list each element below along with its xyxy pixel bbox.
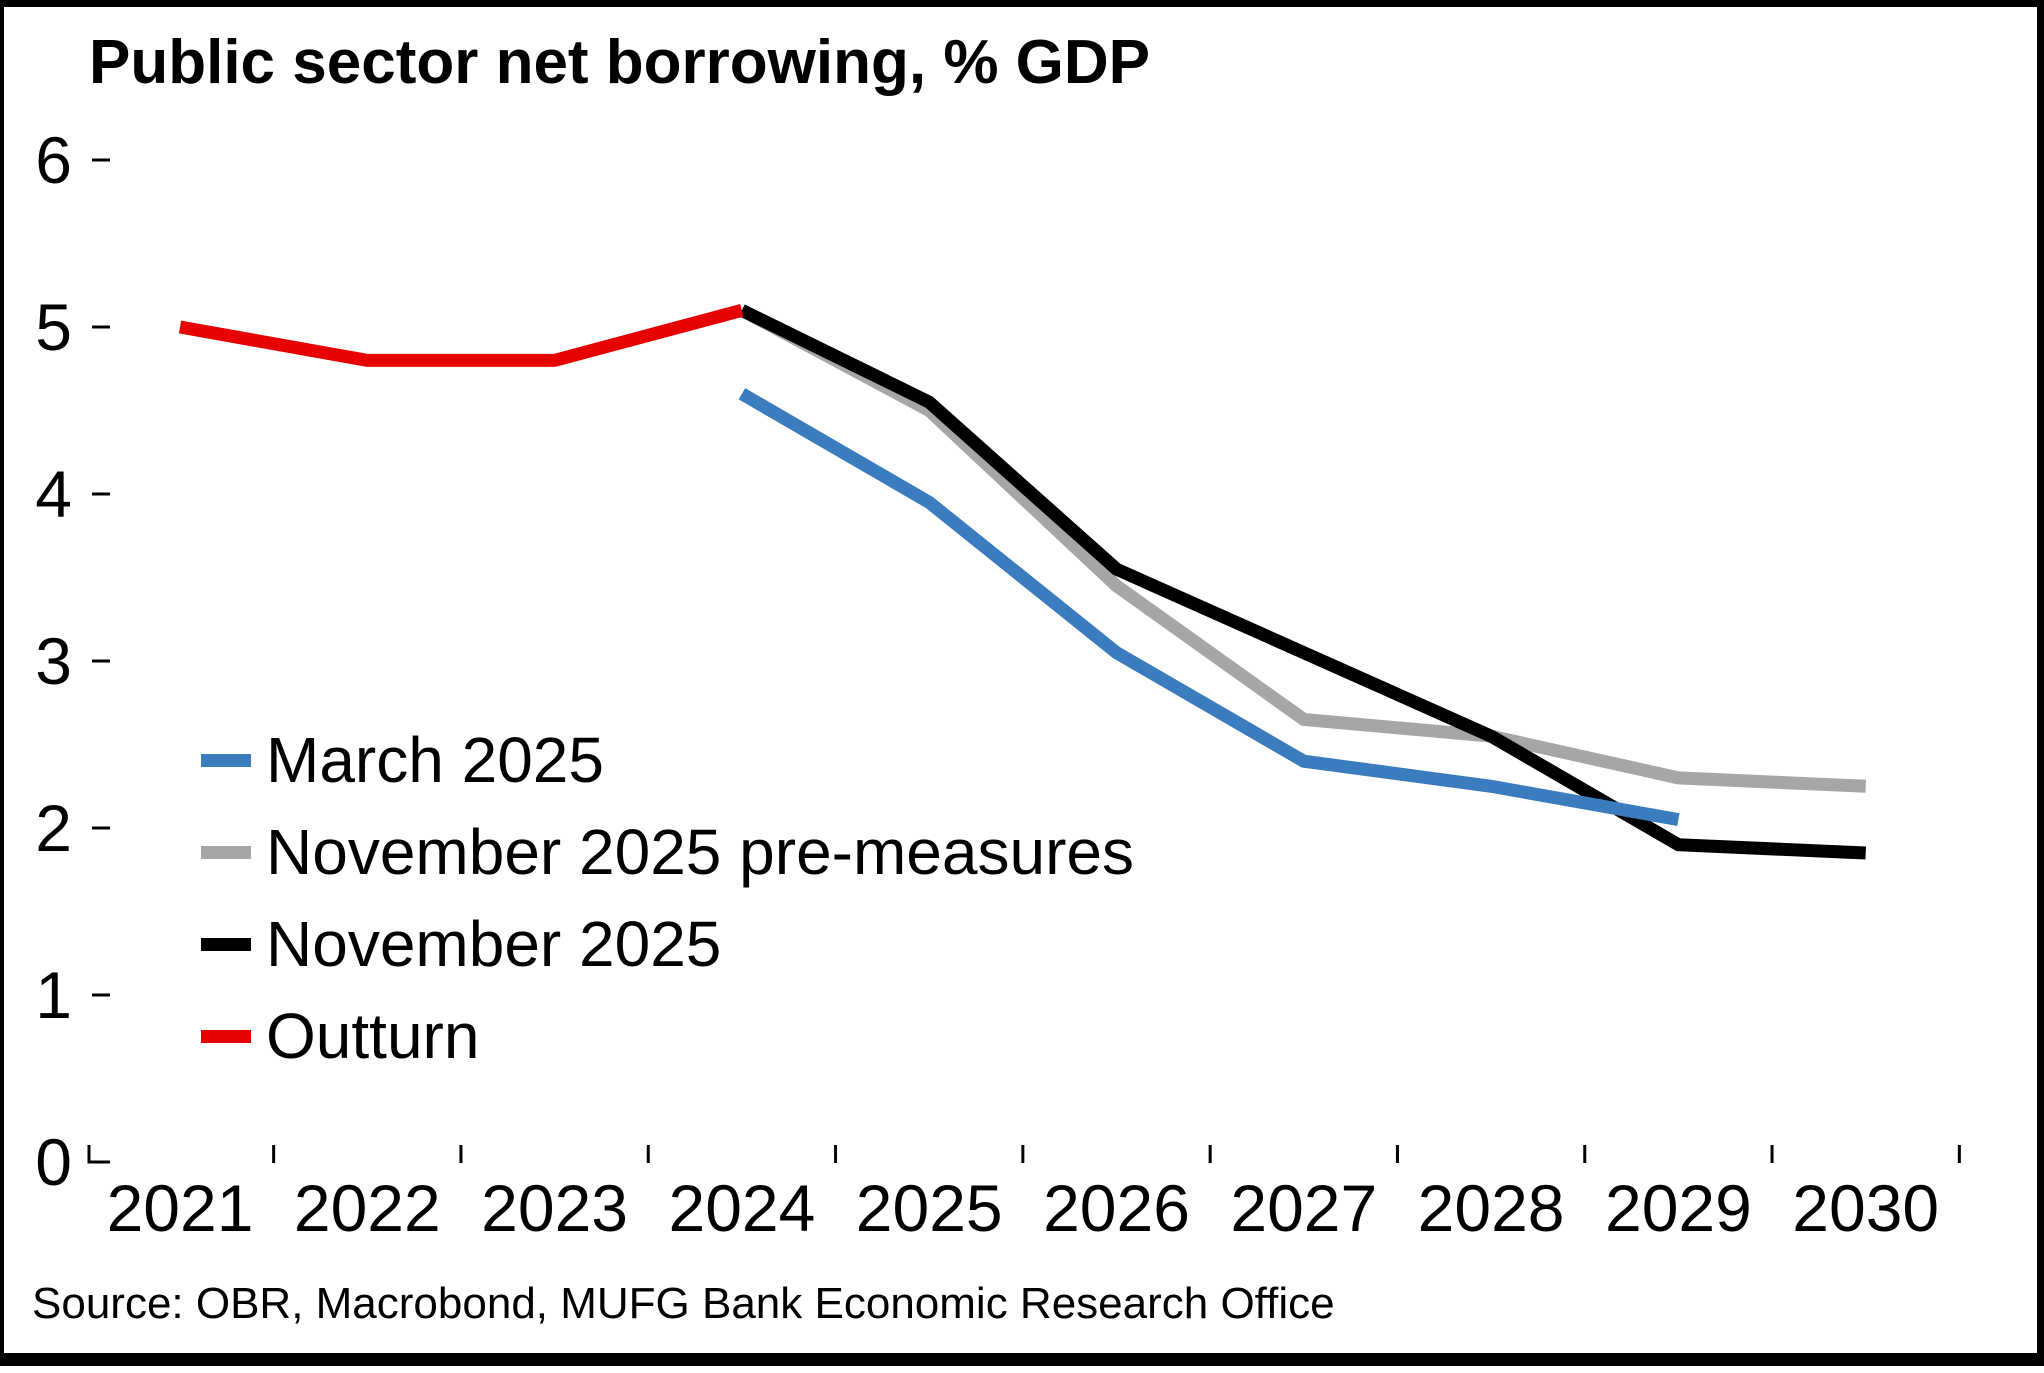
chart-title: Public sector net borrowing, % GDP [89, 28, 1151, 97]
legend-item-label: November 2025 [266, 908, 722, 980]
x-tick-label: 2027 [1230, 1171, 1377, 1245]
source-note: Source: OBR, Macrobond, MUFG Bank Econom… [32, 1279, 1335, 1328]
y-tick-label: 0 [35, 1125, 72, 1199]
legend-item: Outturn [201, 990, 1134, 1082]
x-tick-label: 2024 [668, 1171, 815, 1245]
axis-corner [87, 1145, 109, 1164]
legend-item: November 2025 [201, 898, 1134, 990]
legend-swatch [201, 1029, 251, 1043]
legend-item-label: Outturn [266, 1000, 480, 1072]
series-line-march-2025 [738, 388, 1680, 827]
x-tick-label: 2023 [481, 1171, 628, 1245]
legend-item-label: November 2025 pre-measures [266, 816, 1134, 888]
y-tick-label: 6 [35, 123, 72, 197]
y-axis: 0 1 2 3 4 5 6 [35, 123, 110, 1199]
x-tick-label: 2030 [1792, 1171, 1939, 1245]
y-tick-label: 1 [35, 958, 72, 1032]
x-tick-label: 2021 [107, 1171, 254, 1245]
series-line-november-2025 [739, 304, 1866, 860]
legend-swatch [201, 845, 251, 859]
legend-swatch [201, 937, 251, 951]
legend-item: November 2025 pre-measures [201, 806, 1134, 898]
series-line-outturn [178, 304, 744, 367]
x-tick-label: 2025 [856, 1171, 1003, 1245]
y-tick-label: 4 [35, 457, 72, 531]
y-tick-label: 2 [35, 791, 72, 865]
x-tick-label: 2026 [1043, 1171, 1190, 1245]
chart-frame: 0 1 2 3 4 5 6 2021 2022 2023 2024 2025 2026 2027 2028 2… [4, 7, 2037, 1353]
x-axis: 2021 2022 2023 2024 2025 2026 2027 2028 2029 2030 [107, 1145, 1961, 1245]
legend: March 2025 November 2025 pre-measures Nove… [201, 714, 1134, 1082]
x-tick-label: 2028 [1418, 1171, 1565, 1245]
x-tick-label: 2029 [1605, 1171, 1752, 1245]
legend-item-label: March 2025 [266, 724, 604, 796]
x-tick-label: 2022 [294, 1171, 441, 1245]
plot-lines [178, 304, 1866, 860]
y-tick-label: 3 [35, 624, 72, 698]
y-tick-label: 5 [35, 290, 72, 364]
legend-swatch [201, 753, 251, 767]
legend-item: March 2025 [201, 714, 1134, 806]
